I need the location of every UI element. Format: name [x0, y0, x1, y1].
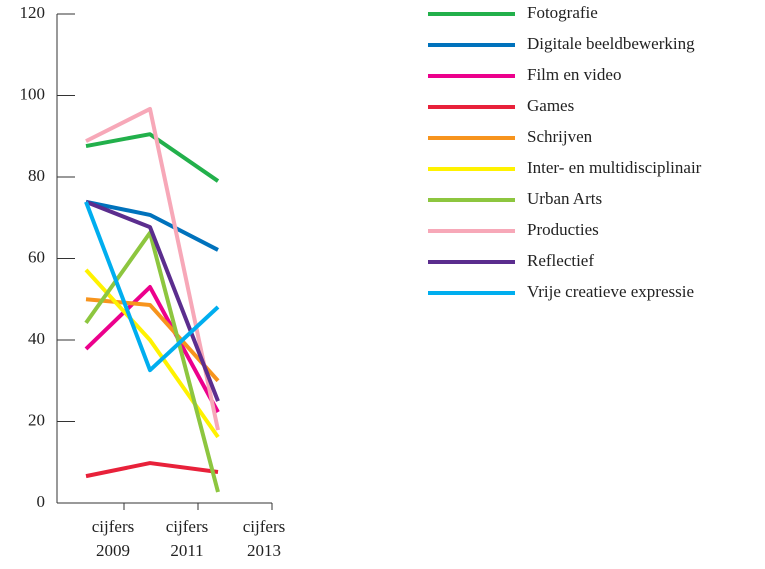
legend-label: Fotografie [527, 3, 598, 22]
y-tick-label: 80 [28, 166, 45, 185]
series-line [85, 106, 220, 431]
y-tick-label: 100 [20, 84, 46, 103]
x-tick-label: cijfers 2013 [243, 517, 285, 560]
y-tick-label: 120 [20, 3, 46, 22]
series-line [84, 201, 220, 373]
legend-label: Inter- en multidisciplinair [527, 158, 702, 177]
series-line [85, 132, 220, 183]
series-line [85, 297, 220, 383]
series-line [84, 285, 220, 414]
legend-label: Vrije creatieve expressie [527, 282, 694, 301]
x-tick-label: cijfers 2009 [92, 517, 134, 560]
series-line [85, 199, 219, 252]
legend-label: Reflectief [527, 251, 594, 270]
legend-label: Urban Arts [527, 189, 602, 208]
y-tick-label: 0 [37, 492, 46, 511]
legend-label: Film en video [527, 65, 621, 84]
series-line [84, 230, 220, 493]
series-line [85, 199, 220, 402]
legend-label: Producties [527, 220, 599, 239]
x-tick-label: cijfers 2011 [166, 517, 208, 560]
y-tick-label: 40 [28, 329, 45, 348]
legend-label: Digitale beeldbewerking [527, 34, 695, 53]
series-line [85, 461, 219, 479]
legend-label: Games [527, 96, 574, 115]
y-tick-label: 60 [28, 247, 45, 266]
legend-label: Schrijven [527, 127, 593, 146]
y-tick-label: 20 [28, 410, 45, 429]
